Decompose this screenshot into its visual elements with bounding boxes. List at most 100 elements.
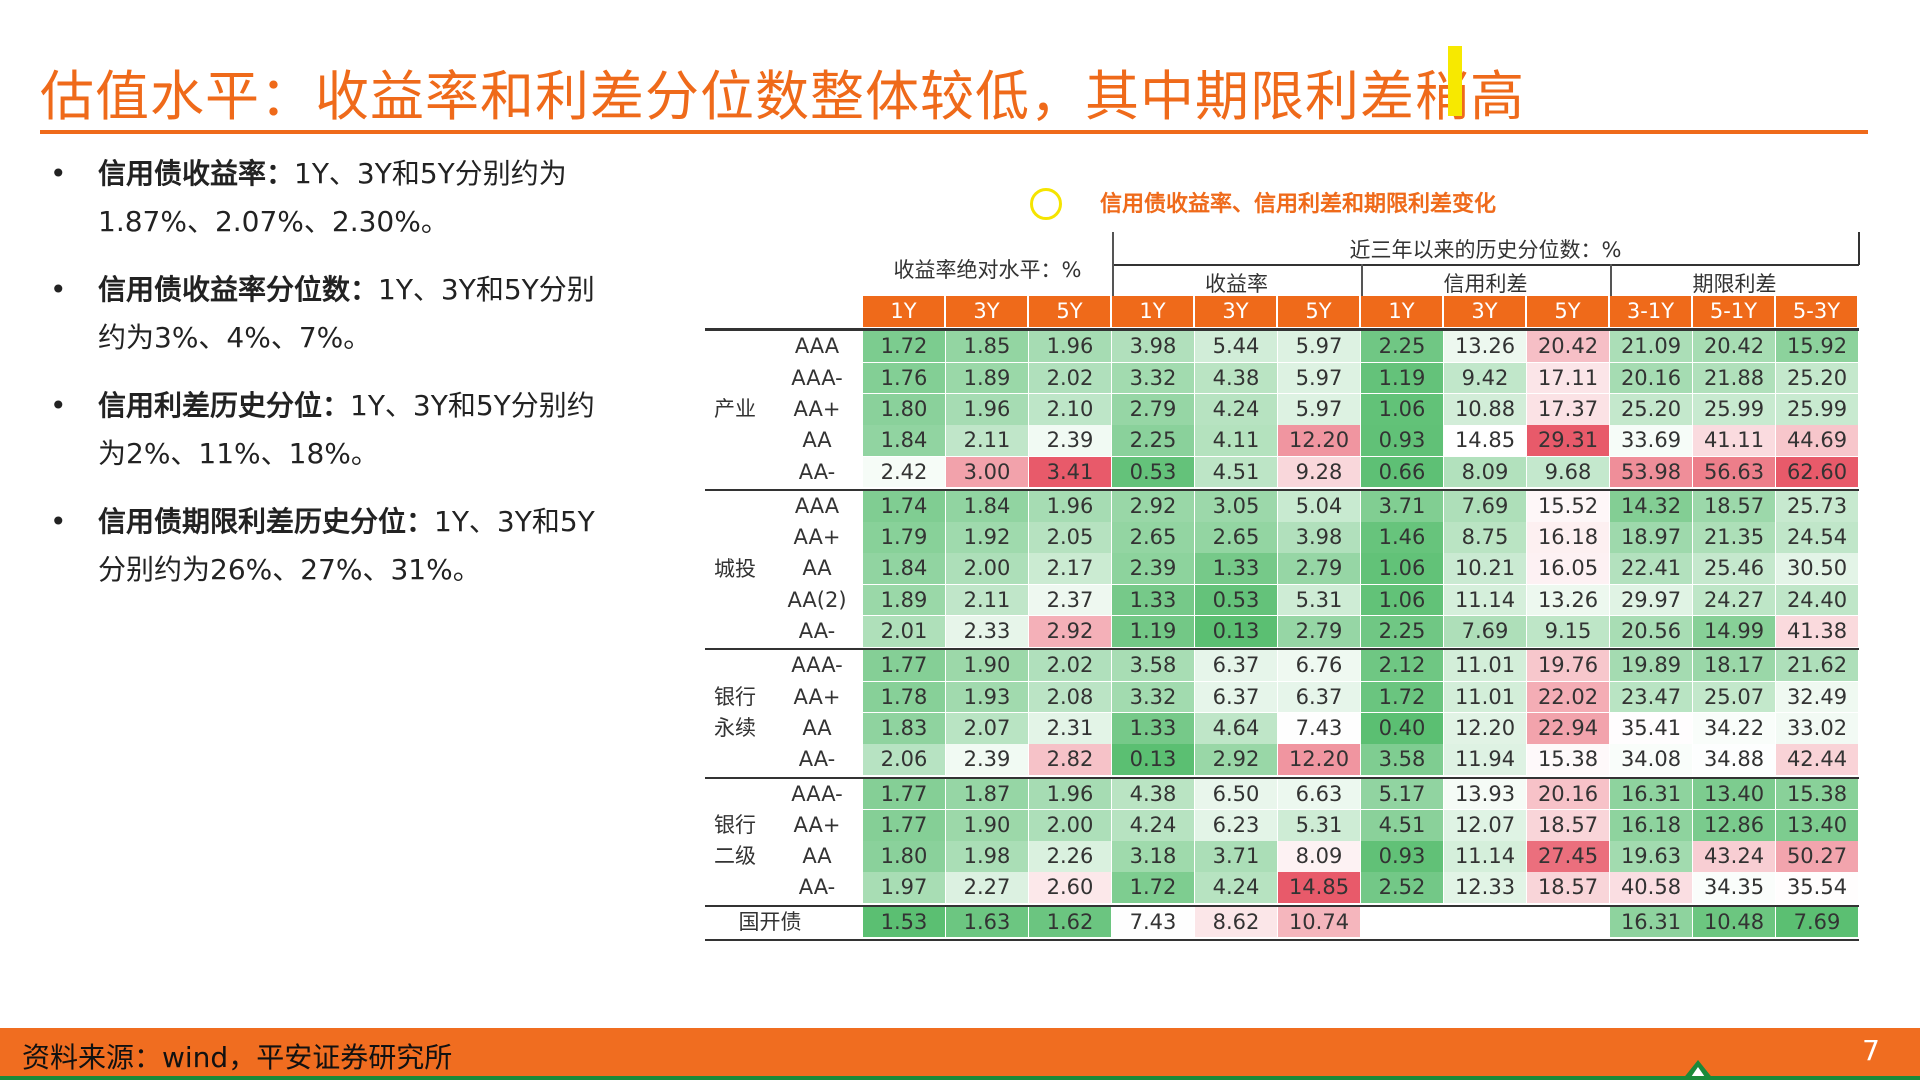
column-header: 1Y bbox=[1112, 296, 1193, 327]
table-cell: 2.11 bbox=[946, 425, 1028, 456]
table-cell: 11.14 bbox=[1444, 584, 1526, 616]
table-cell: 3.58 bbox=[1112, 650, 1194, 682]
section-rule bbox=[705, 904, 1859, 907]
table-cell: 35.41 bbox=[1610, 712, 1692, 744]
table-cell: 12.20 bbox=[1278, 425, 1360, 456]
column-header: 1Y bbox=[863, 296, 944, 327]
header-sep bbox=[1610, 264, 1612, 296]
table-cell: 2.02 bbox=[1029, 362, 1111, 394]
table-cell: 16.18 bbox=[1610, 809, 1692, 841]
table-cell: 20.16 bbox=[1610, 362, 1692, 394]
table-cell: 11.94 bbox=[1444, 744, 1526, 775]
table-cell: 0.13 bbox=[1195, 616, 1277, 647]
table-cell: 2.79 bbox=[1112, 393, 1194, 425]
table-cell: 16.31 bbox=[1610, 778, 1692, 810]
table-cell: 2.25 bbox=[1361, 331, 1443, 363]
table-cell: 29.31 bbox=[1527, 425, 1609, 456]
table-cell: 30.50 bbox=[1776, 553, 1858, 585]
table-cell: 12.20 bbox=[1444, 712, 1526, 744]
rating-label: AA+ bbox=[793, 525, 841, 550]
table-cell: 1.77 bbox=[863, 778, 945, 810]
table-cell: 6.37 bbox=[1195, 681, 1277, 713]
table-cell: 12.20 bbox=[1278, 744, 1360, 775]
header-rule-top bbox=[1112, 264, 1859, 266]
column-header: 5Y bbox=[1527, 296, 1608, 327]
section-label: 银行 永续 bbox=[714, 684, 756, 740]
bullet-item: • 信用债收益率：1Y、3Y和5Y分别约为1.87%、2.07%、2.30%。 bbox=[50, 150, 610, 246]
table-cell: 0.53 bbox=[1112, 456, 1194, 488]
table-cell: 7.43 bbox=[1112, 906, 1194, 938]
table-cell: 1.46 bbox=[1361, 522, 1443, 553]
table-cell: 12.33 bbox=[1444, 872, 1526, 904]
table-cell: 6.63 bbox=[1278, 778, 1360, 810]
table-cell: 2.08 bbox=[1029, 681, 1111, 713]
header-bottom-rule bbox=[705, 328, 1859, 331]
rating-label: AA- bbox=[798, 619, 836, 643]
table-cell: 3.58 bbox=[1361, 744, 1443, 775]
table-cell: 0.93 bbox=[1361, 841, 1443, 872]
table-cell bbox=[1527, 907, 1609, 938]
table-cell: 2.10 bbox=[1029, 393, 1111, 425]
table-cell: 9.15 bbox=[1527, 616, 1609, 647]
table-cell: 1.74 bbox=[863, 490, 945, 522]
table-cell: 22.94 bbox=[1527, 712, 1609, 744]
table-cell: 5.44 bbox=[1195, 331, 1277, 363]
table-cell: 2.02 bbox=[1029, 650, 1111, 682]
table-cell: 4.24 bbox=[1195, 393, 1277, 425]
table-cell: 1.78 bbox=[863, 681, 945, 713]
header-sep bbox=[1361, 264, 1363, 296]
rating-label: AA bbox=[802, 556, 832, 581]
table-cell: 2.92 bbox=[1195, 744, 1277, 775]
table-cell: 4.64 bbox=[1195, 712, 1277, 744]
table-cell: 1.84 bbox=[863, 425, 945, 456]
section-rule bbox=[705, 939, 1859, 941]
table-cell: 4.38 bbox=[1195, 362, 1277, 394]
table-cell: 2.39 bbox=[1029, 425, 1111, 456]
table-cell: 2.42 bbox=[863, 456, 945, 488]
table-cell: 1.89 bbox=[863, 584, 945, 616]
table-cell: 41.11 bbox=[1693, 425, 1775, 456]
bullet-list: • 信用债收益率：1Y、3Y和5Y分别约为1.87%、2.07%、2.30%。 • 信… bbox=[50, 150, 610, 614]
rating-label: AA- bbox=[798, 459, 836, 484]
table-cell: 3.18 bbox=[1112, 841, 1194, 872]
table-cell: 3.32 bbox=[1112, 362, 1194, 394]
table-cell: 1.83 bbox=[863, 712, 945, 744]
table-cell: 20.56 bbox=[1610, 616, 1692, 647]
table-cell: 1.80 bbox=[863, 841, 945, 872]
table-cell: 21.88 bbox=[1693, 362, 1775, 394]
table-cell: 1.63 bbox=[946, 906, 1028, 938]
header-historical-percentile: 近三年以来的历史分位数：% bbox=[1349, 238, 1622, 262]
table-cell: 21.09 bbox=[1610, 331, 1692, 363]
header-rule-top-right bbox=[1858, 232, 1860, 265]
table-cell: 3.98 bbox=[1112, 331, 1194, 363]
page-number: 7 bbox=[1862, 1034, 1880, 1067]
table-cell: 17.11 bbox=[1527, 362, 1609, 394]
rating-label: AA- bbox=[798, 875, 836, 900]
table-cell: 1.96 bbox=[1029, 778, 1111, 810]
column-header: 5-1Y bbox=[1693, 296, 1774, 327]
table-cell: 7.69 bbox=[1444, 616, 1526, 647]
table-cell: 19.89 bbox=[1610, 650, 1692, 682]
section-label: 国开债 bbox=[738, 909, 802, 934]
table-cell: 10.21 bbox=[1444, 553, 1526, 585]
table-cell: 0.53 bbox=[1195, 584, 1277, 616]
rating-label: AAA- bbox=[791, 781, 843, 806]
table-cell: 9.28 bbox=[1278, 456, 1360, 488]
bullet-dot-icon: • bbox=[50, 389, 67, 422]
table-cell: 17.37 bbox=[1527, 393, 1609, 425]
table-cell: 24.54 bbox=[1776, 522, 1858, 553]
table-cell: 5.97 bbox=[1278, 393, 1360, 425]
table-cell: 10.48 bbox=[1693, 906, 1775, 938]
table-cell: 4.24 bbox=[1195, 872, 1277, 904]
table-caption: 信用债收益率、信用利差和期限利差变化 bbox=[1100, 192, 1497, 217]
bullet-detail: 1Y、3Y和5Y分别约为1.87%、2.07%、2.30%。 bbox=[98, 157, 567, 238]
table-cell: 2.25 bbox=[1361, 616, 1443, 647]
table-cell: 2.79 bbox=[1278, 616, 1360, 647]
table-cell: 16.05 bbox=[1527, 553, 1609, 585]
rating-label: AAA- bbox=[791, 653, 843, 678]
table-cell: 16.31 bbox=[1610, 906, 1692, 938]
section-label: 产业 bbox=[714, 397, 756, 422]
table-cell: 2.06 bbox=[863, 744, 945, 775]
table-cell: 23.47 bbox=[1610, 681, 1692, 713]
column-header: 5Y bbox=[1278, 296, 1359, 327]
